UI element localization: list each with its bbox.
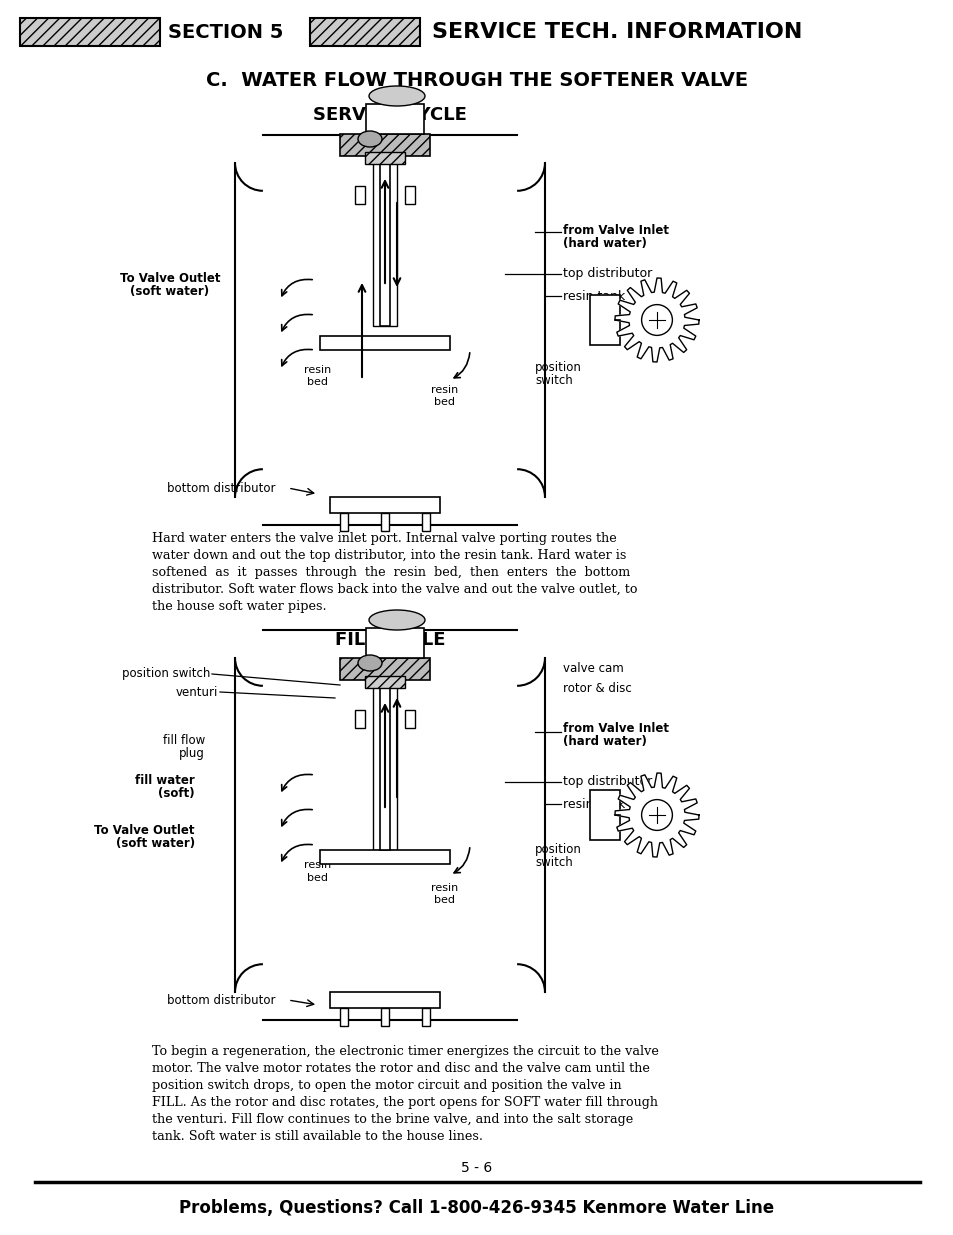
Text: bed: bed — [307, 873, 328, 883]
Text: C.  WATER FLOW THROUGH THE SOFTENER VALVE: C. WATER FLOW THROUGH THE SOFTENER VALVE — [206, 70, 747, 89]
Bar — [319, 850, 450, 864]
Ellipse shape — [357, 655, 381, 671]
Ellipse shape — [369, 610, 424, 630]
Text: resin: resin — [304, 860, 332, 869]
Text: position switch: position switch — [121, 667, 210, 680]
Text: resin: resin — [431, 883, 458, 893]
Text: bed: bed — [307, 377, 328, 387]
Bar — [319, 336, 450, 350]
Text: SECTION 5: SECTION 5 — [168, 22, 283, 42]
Text: (hard water): (hard water) — [562, 736, 646, 748]
Text: rotor & disc: rotor & disc — [562, 682, 631, 694]
Text: resin tank: resin tank — [562, 289, 624, 303]
Text: from Valve Inlet: from Valve Inlet — [562, 721, 668, 735]
Bar — [355, 710, 365, 727]
Bar — [379, 680, 390, 850]
Text: venturi: venturi — [175, 685, 218, 699]
Circle shape — [641, 305, 672, 336]
Bar — [310, 19, 419, 46]
Text: resin: resin — [431, 385, 458, 395]
Bar — [405, 186, 415, 204]
Text: (hard water): (hard water) — [562, 237, 646, 251]
Bar — [380, 513, 389, 531]
Text: distributor. Soft water flows back into the valve and out the valve outlet, to: distributor. Soft water flows back into … — [152, 583, 637, 597]
Text: valve cam: valve cam — [562, 662, 623, 674]
Text: bed: bed — [434, 895, 455, 905]
Text: position switch drops, to open the motor circuit and position the valve in: position switch drops, to open the motor… — [152, 1079, 621, 1092]
Bar — [379, 156, 390, 326]
Bar — [366, 629, 423, 658]
Bar — [339, 513, 348, 531]
Text: FILL. As the rotor and disc rotates, the port opens for SOFT water fill through: FILL. As the rotor and disc rotates, the… — [152, 1095, 658, 1109]
Bar — [20, 19, 160, 46]
Bar — [339, 135, 430, 156]
Text: To Valve Outlet: To Valve Outlet — [120, 272, 220, 284]
Text: resin tank: resin tank — [562, 798, 624, 810]
Text: resin: resin — [304, 366, 332, 375]
Bar — [421, 1008, 430, 1026]
Text: To Valve Outlet: To Valve Outlet — [94, 824, 194, 836]
Bar — [373, 680, 396, 850]
Bar — [421, 513, 430, 531]
Bar — [380, 1008, 389, 1026]
Text: the house soft water pipes.: the house soft water pipes. — [152, 600, 326, 613]
Text: switch: switch — [535, 856, 572, 868]
Text: (soft water): (soft water) — [131, 285, 210, 299]
Text: switch: switch — [535, 373, 572, 387]
Circle shape — [641, 799, 672, 830]
Text: top distributor: top distributor — [562, 268, 652, 280]
Bar — [330, 496, 439, 513]
Text: motor. The valve motor rotates the rotor and disc and the valve cam until the: motor. The valve motor rotates the rotor… — [152, 1062, 649, 1074]
Text: position: position — [535, 844, 581, 857]
Bar — [405, 710, 415, 727]
Text: the venturi. Fill flow continues to the brine valve, and into the salt storage: the venturi. Fill flow continues to the … — [152, 1113, 633, 1126]
Text: plug: plug — [179, 747, 205, 761]
Text: bottom distributor: bottom distributor — [167, 482, 275, 494]
Bar — [589, 790, 619, 840]
Bar — [365, 152, 405, 164]
Ellipse shape — [369, 86, 424, 106]
Text: Hard water enters the valve inlet port. Internal valve porting routes the: Hard water enters the valve inlet port. … — [152, 532, 616, 545]
Bar — [355, 186, 365, 204]
Text: SERVICE TECH. INFORMATION: SERVICE TECH. INFORMATION — [432, 22, 801, 42]
Text: To begin a regeneration, the electronic timer energizes the circuit to the valve: To begin a regeneration, the electronic … — [152, 1045, 659, 1058]
Text: fill flow: fill flow — [163, 734, 205, 746]
Text: water down and out the top distributor, into the resin tank. Hard water is: water down and out the top distributor, … — [152, 550, 626, 562]
Ellipse shape — [357, 131, 381, 147]
Bar — [330, 992, 439, 1008]
Text: FILL CYCLE: FILL CYCLE — [335, 631, 445, 650]
Bar — [373, 156, 396, 326]
Text: softened  as  it  passes  through  the  resin  bed,  then  enters  the  bottom: softened as it passes through the resin … — [152, 566, 630, 579]
Text: tank. Soft water is still available to the house lines.: tank. Soft water is still available to t… — [152, 1130, 482, 1144]
Text: Problems, Questions? Call 1-800-426-9345 Kenmore Water Line: Problems, Questions? Call 1-800-426-9345… — [179, 1199, 774, 1216]
Polygon shape — [615, 773, 699, 857]
Bar — [366, 104, 423, 135]
Bar — [589, 295, 619, 345]
Text: top distributor: top distributor — [562, 776, 652, 788]
Text: from Valve Inlet: from Valve Inlet — [562, 224, 668, 236]
Text: bottom distributor: bottom distributor — [167, 993, 275, 1007]
Text: fill water: fill water — [135, 773, 194, 787]
Text: (soft water): (soft water) — [115, 837, 194, 851]
Text: position: position — [535, 362, 581, 374]
Text: (soft): (soft) — [158, 788, 194, 800]
Text: 5 - 6: 5 - 6 — [461, 1161, 492, 1174]
Bar — [339, 658, 430, 680]
Bar — [365, 676, 405, 688]
Bar — [339, 1008, 348, 1026]
Polygon shape — [615, 278, 699, 362]
Text: SERVICE CYCLE: SERVICE CYCLE — [313, 106, 466, 124]
Text: bed: bed — [434, 396, 455, 408]
